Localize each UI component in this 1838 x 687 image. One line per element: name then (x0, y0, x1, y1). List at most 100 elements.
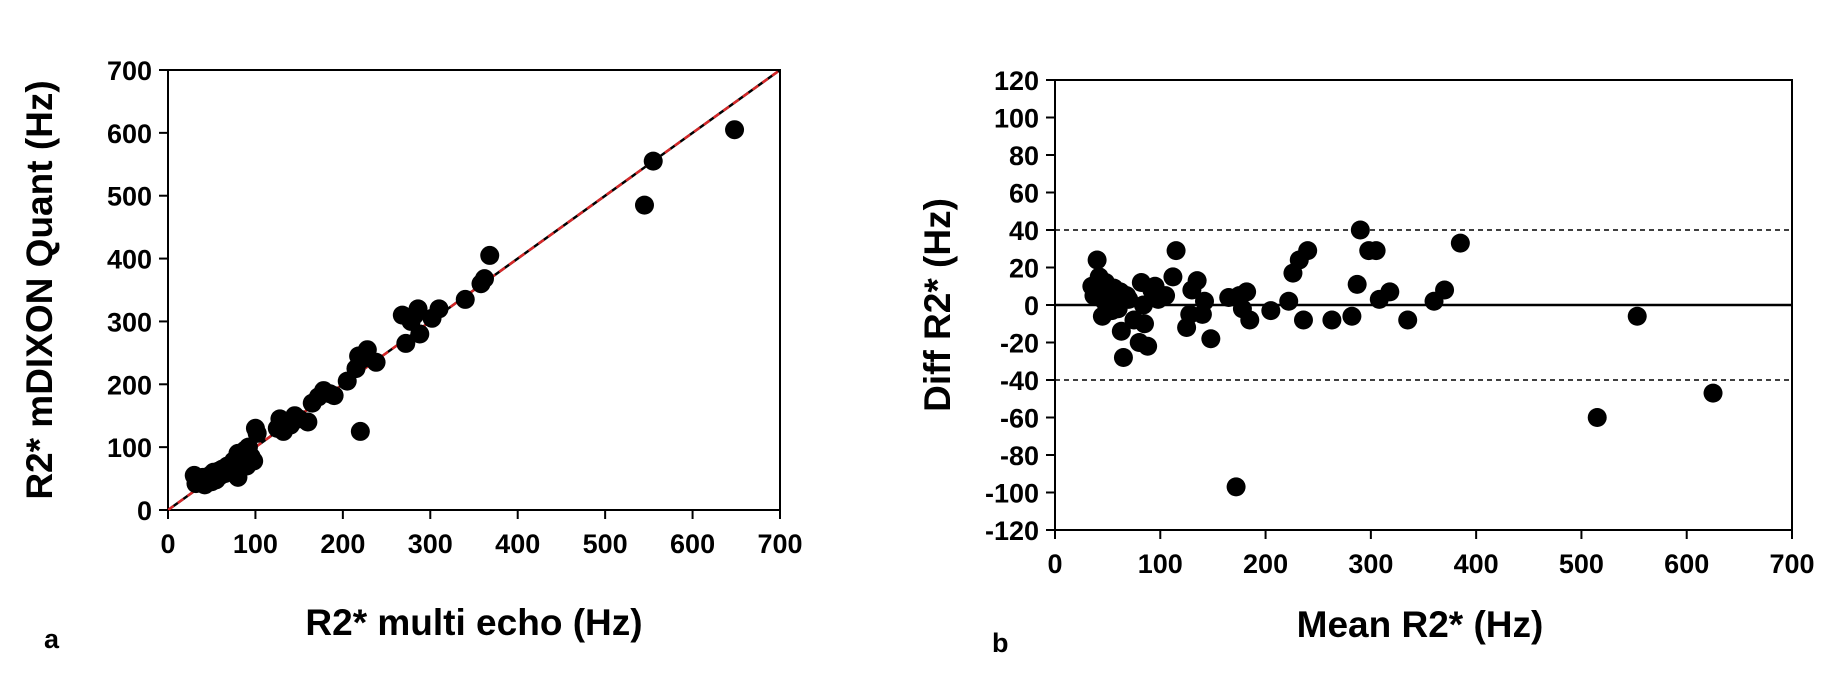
panel-a-data-points (184, 120, 745, 495)
data-point (1113, 348, 1133, 367)
data-point (247, 423, 267, 443)
panel-a-x-ticks: 0 100 200 300 400 500 600 700 (160, 510, 803, 559)
y-tick-label: 300 (107, 307, 152, 337)
data-point (1450, 233, 1470, 253)
panel-a-scatter: 0 100 200 300 400 500 600 700 0 100 200 300 400 500 6… (19, 56, 803, 654)
data-point (324, 386, 344, 406)
data-point (725, 120, 745, 140)
panel-a-y-axis-title: R2* mDIXON Quant (Hz) (19, 80, 60, 499)
x-tick-label: 600 (670, 529, 715, 559)
x-tick-label: 0 (1047, 549, 1062, 579)
x-tick-label: 400 (495, 529, 540, 559)
data-point (480, 245, 500, 265)
y-tick-label: 100 (994, 104, 1039, 134)
x-tick-label: 600 (1664, 549, 1709, 579)
y-tick-label: 200 (107, 370, 152, 400)
panel-a-x-axis-title: R2* multi echo (Hz) (305, 602, 642, 643)
panel-b-label: b (992, 628, 1009, 658)
y-tick-label: 600 (107, 119, 152, 149)
data-point (1398, 310, 1418, 330)
y-tick-label: 0 (1024, 291, 1039, 321)
data-point (1703, 383, 1723, 403)
data-point (1435, 280, 1455, 300)
data-point (1163, 267, 1183, 287)
data-point (1166, 241, 1186, 261)
panel-b-y-ticks: -120 -100 -80 -60 -40 -20 0 20 40 60 80 100 120 (985, 66, 1055, 546)
panel-a-y-ticks: 0 100 200 300 400 500 600 700 (107, 56, 168, 526)
y-tick-label: 20 (1009, 254, 1039, 284)
y-tick-label: 100 (107, 433, 152, 463)
data-point (1111, 321, 1131, 341)
panel-a-label: a (44, 624, 60, 654)
data-point (1298, 241, 1318, 261)
data-point (1087, 250, 1107, 270)
data-point (429, 299, 449, 319)
panel-b-y-axis-title: Diff R2* (Hz) (917, 198, 958, 412)
x-tick-label: 0 (160, 529, 175, 559)
data-point (1240, 310, 1260, 330)
data-point (1366, 241, 1386, 261)
panel-b-x-ticks: 0 100 200 300 400 500 600 700 (1047, 530, 1815, 579)
data-point (244, 451, 264, 471)
data-point (634, 195, 654, 215)
data-point (396, 333, 416, 353)
x-tick-label: 400 (1454, 549, 1499, 579)
x-tick-label: 500 (583, 529, 628, 559)
data-point (1293, 310, 1313, 330)
data-point (1134, 314, 1154, 334)
x-tick-label: 200 (320, 529, 365, 559)
data-point (474, 269, 494, 289)
data-point (1261, 301, 1281, 321)
y-tick-label: 400 (107, 245, 152, 275)
y-tick-label: -80 (1000, 441, 1039, 471)
x-tick-label: 700 (757, 529, 802, 559)
x-tick-label: 700 (1769, 549, 1814, 579)
data-point (350, 421, 370, 441)
data-point (1138, 336, 1158, 356)
data-point (366, 352, 386, 372)
data-point (1279, 291, 1299, 311)
data-point (455, 289, 475, 309)
data-point (1201, 329, 1221, 349)
x-tick-label: 500 (1559, 549, 1604, 579)
data-point (1119, 289, 1139, 309)
y-tick-label: 80 (1009, 141, 1039, 171)
data-point (1350, 220, 1370, 240)
x-tick-label: 200 (1243, 549, 1288, 579)
y-tick-label: 120 (994, 66, 1039, 96)
data-point (1322, 310, 1342, 330)
y-tick-label: 60 (1009, 179, 1039, 209)
y-tick-label: 700 (107, 56, 152, 86)
x-tick-label: 100 (1138, 549, 1183, 579)
data-point (1587, 408, 1607, 427)
y-tick-label: -40 (1000, 366, 1039, 396)
data-point (1226, 477, 1246, 497)
data-point (1237, 282, 1257, 302)
data-point (1133, 295, 1153, 315)
y-tick-label: 0 (137, 496, 152, 526)
x-tick-label: 300 (1348, 549, 1393, 579)
y-tick-label: -100 (985, 479, 1039, 509)
y-tick-label: 40 (1009, 216, 1039, 246)
y-tick-label: -60 (1000, 404, 1039, 434)
y-tick-label: -120 (985, 516, 1039, 546)
data-point (1342, 306, 1362, 326)
data-point (1187, 271, 1207, 291)
data-point (298, 412, 318, 432)
data-point (410, 324, 430, 344)
panel-b-bland-altman: 0 100 200 300 400 500 600 700 -120-100-80-60-40… (917, 66, 1815, 658)
panel-b-data-points (1082, 220, 1723, 497)
panel-b-x-axis-title: Mean R2* (Hz) (1297, 604, 1544, 645)
panel-b-reference-lines (1055, 229, 1792, 381)
y-tick-label: -20 (1000, 329, 1039, 359)
x-tick-label: 100 (233, 529, 278, 559)
data-point (1156, 286, 1176, 306)
y-tick-label: 500 (107, 182, 152, 212)
data-point (408, 299, 428, 319)
data-point (1195, 291, 1215, 311)
x-tick-label: 300 (408, 529, 453, 559)
data-point (1380, 282, 1400, 302)
data-point (1347, 274, 1367, 294)
panel-a-plot-area (167, 69, 781, 511)
